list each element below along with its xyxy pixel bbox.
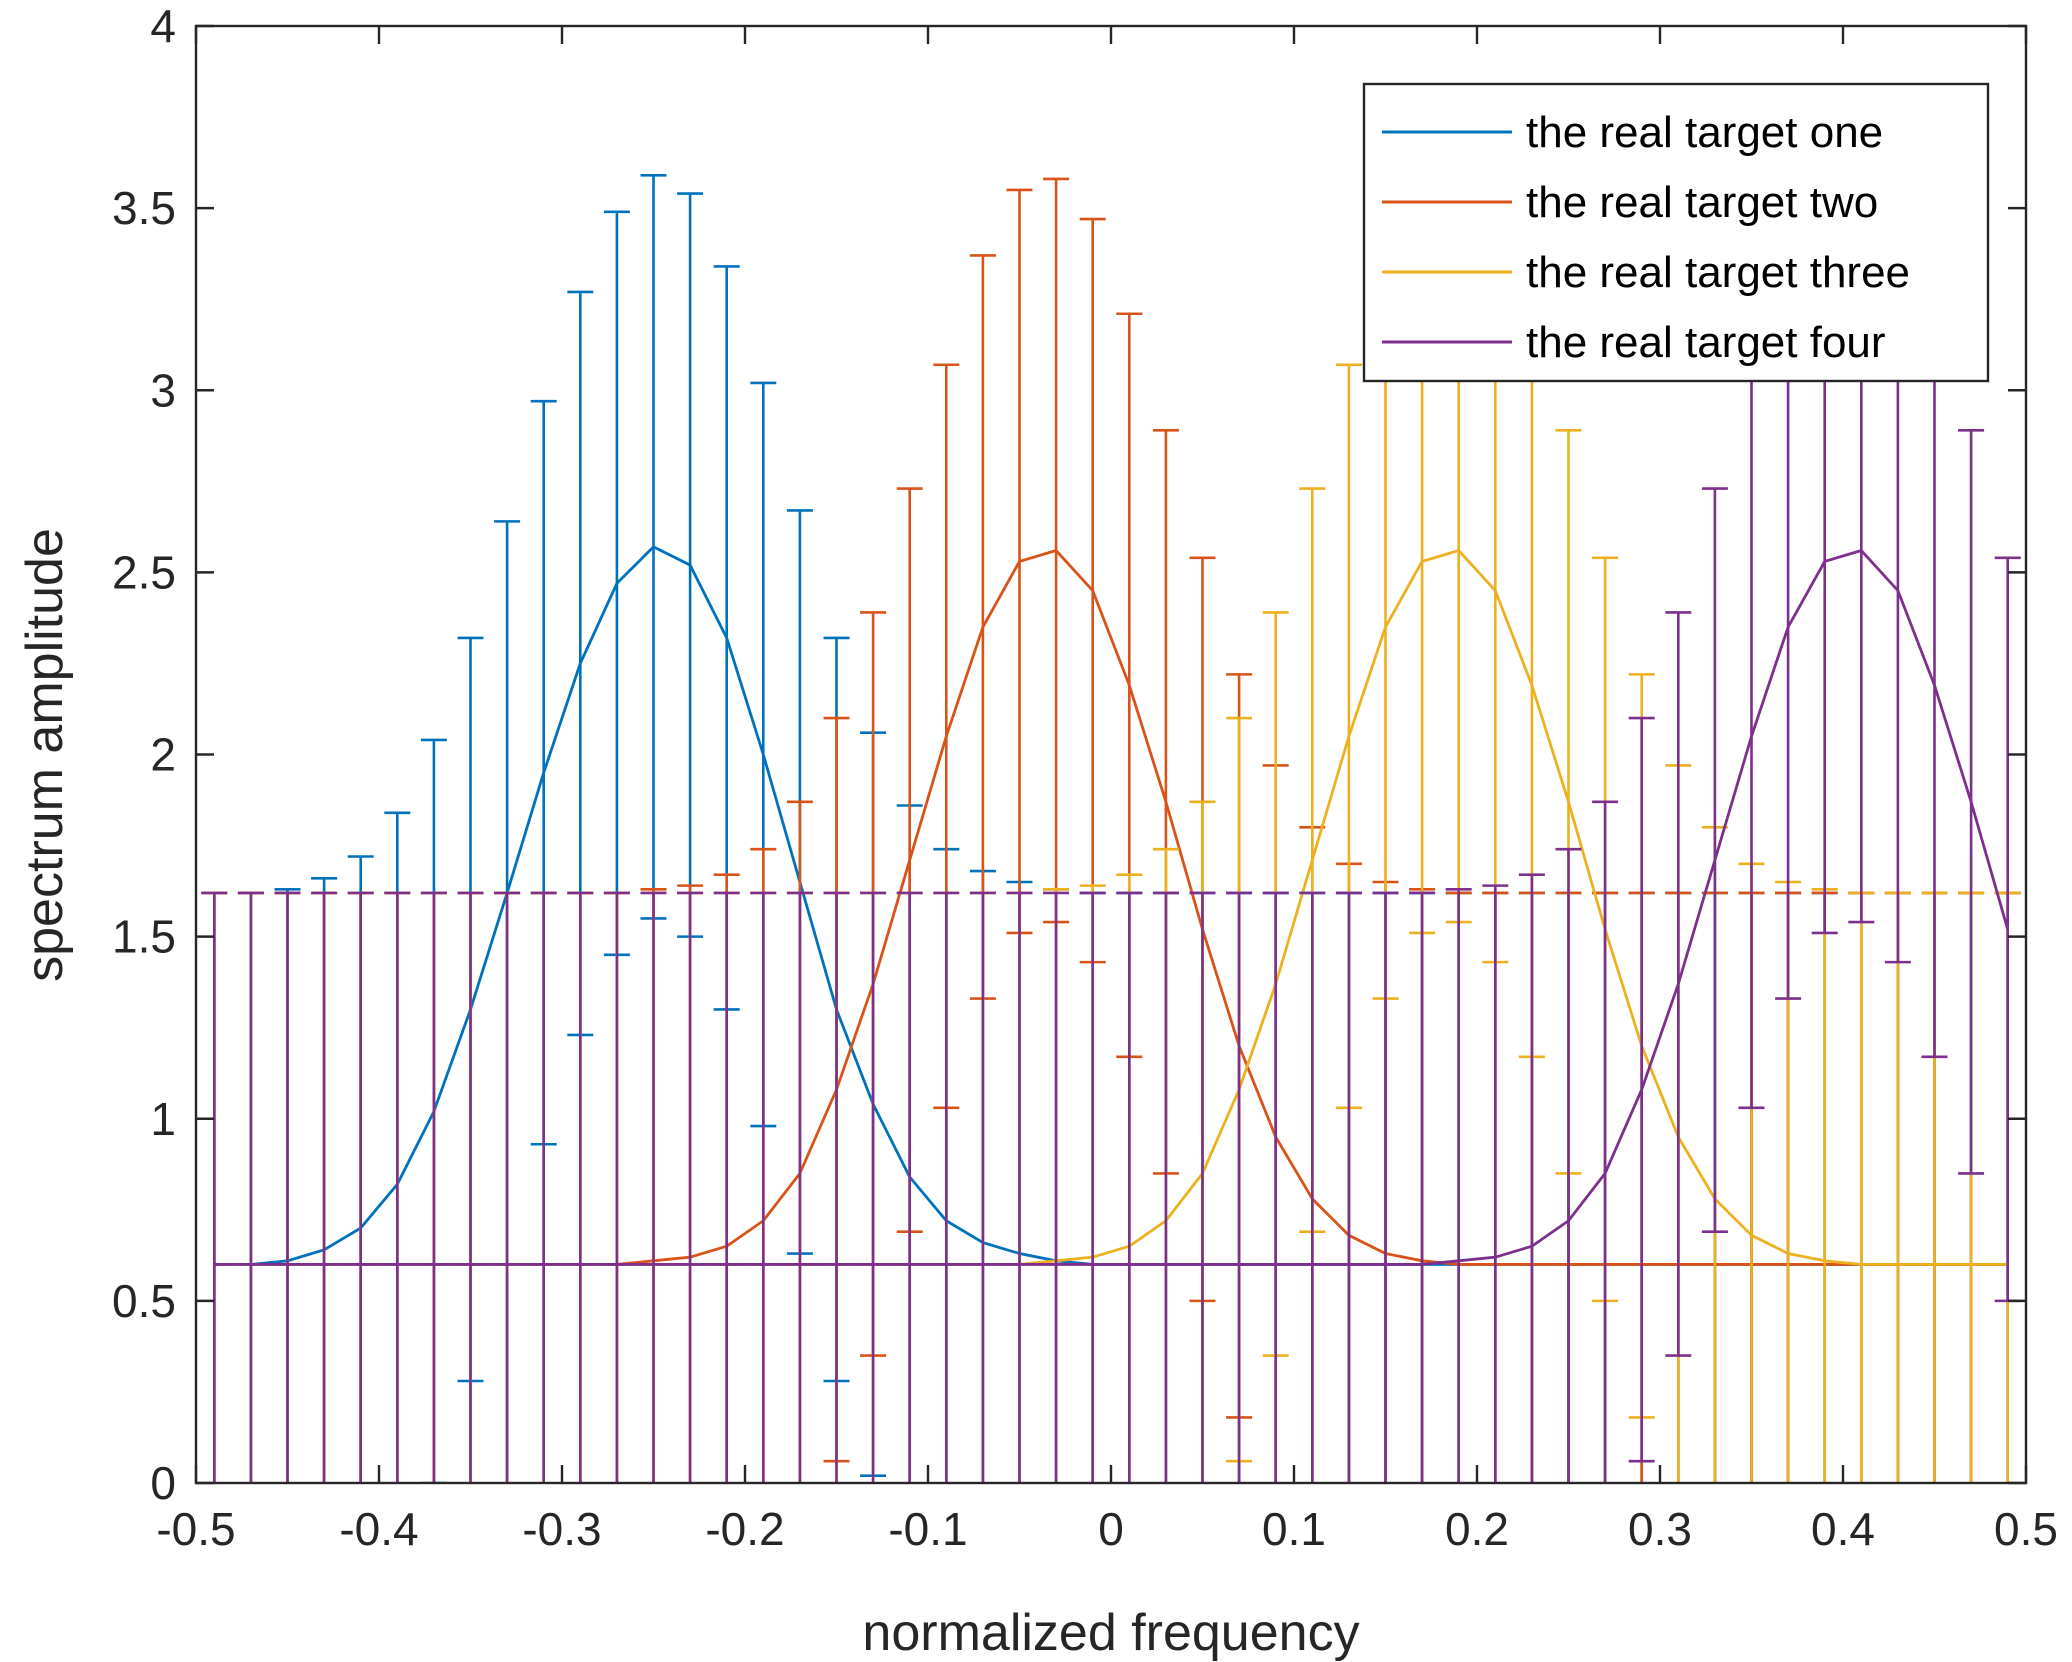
x-tick-label: 0.5 (1994, 1503, 2058, 1555)
legend-label: the real target three (1526, 248, 1910, 297)
legend-label: the real target four (1526, 318, 1886, 367)
x-tick-label: 0 (1098, 1503, 1124, 1555)
legend-item: the real target three (1382, 248, 1910, 297)
x-tick-label: -0.4 (339, 1503, 418, 1555)
x-tick-label: -0.5 (156, 1503, 235, 1555)
y-tick-label: 3.5 (112, 182, 176, 234)
legend-item: the real target four (1382, 318, 1886, 367)
x-tick-label: 0.2 (1445, 1503, 1509, 1555)
y-tick-label: 0 (150, 1457, 176, 1509)
y-tick-label: 1.5 (112, 911, 176, 963)
x-tick-label: 0.4 (1811, 1503, 1875, 1555)
y-tick-label: 3 (150, 364, 176, 416)
y-tick-label: 2.5 (112, 546, 176, 598)
legend-label: the real target two (1526, 178, 1878, 227)
x-tick-label: -0.1 (888, 1503, 967, 1555)
y-tick-label: 0.5 (112, 1275, 176, 1327)
legend-item: the real target one (1382, 108, 1883, 157)
y-tick-label: 4 (150, 0, 176, 52)
y-tick-label: 2 (150, 729, 176, 781)
axes-layer: -0.5 -0.4 -0.3 -0.2 -0.1 0 0.1 0.2 0.3 0.4 0.5 0 0.5… (112, 0, 2058, 1555)
series-line (214, 548, 2010, 1266)
x-tick-label: -0.2 (705, 1503, 784, 1555)
y-tick-label: 1 (150, 1093, 176, 1145)
x-axis-title: normalized frequency (862, 1604, 1359, 1662)
x-tick-label: 0.1 (1262, 1503, 1326, 1555)
legend-label: the real target one (1526, 108, 1883, 157)
legend: the real target one the real target two th… (1362, 82, 1990, 383)
legend-item: the real target two (1382, 178, 1878, 227)
x-tick-label: 0.3 (1628, 1503, 1692, 1555)
y-axis-title: spectrum amplitude (16, 528, 74, 982)
x-tick-label: -0.3 (522, 1503, 601, 1555)
